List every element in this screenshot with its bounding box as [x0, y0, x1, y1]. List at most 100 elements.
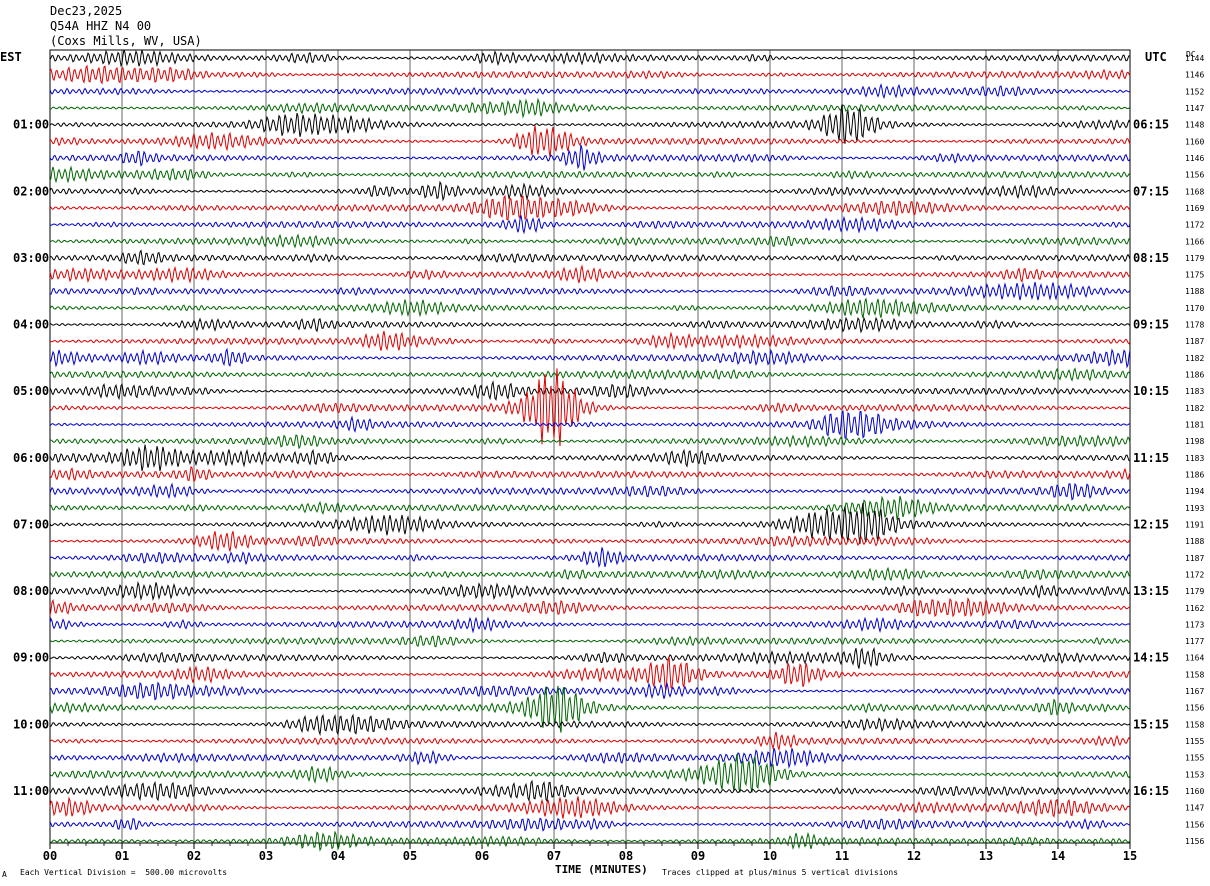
seismic-trace [49, 754, 1131, 793]
left-hour-label: 08:00 [13, 584, 49, 598]
seismic-trace [49, 566, 1131, 582]
dc-offset-label: 1147 [1185, 104, 1204, 113]
x-tick-label: 04 [331, 849, 345, 863]
dc-offset-label: 1155 [1185, 754, 1204, 763]
seismic-trace [49, 547, 1131, 568]
seismic-trace [49, 796, 1131, 819]
dc-offset-label: 1148 [1185, 121, 1204, 130]
seismic-trace [49, 180, 1131, 202]
right-hour-label: 08:15 [1133, 251, 1169, 265]
seismic-trace [49, 64, 1131, 85]
x-axis-title: TIME (MINUTES) [555, 863, 648, 876]
dc-offset-label: 1147 [1185, 804, 1204, 813]
x-tick-label: 01 [115, 849, 129, 863]
seismic-trace [49, 830, 1131, 852]
dc-offset-label: 1156 [1185, 820, 1204, 829]
dc-offset-label: 1198 [1185, 437, 1204, 446]
seismic-trace [49, 444, 1131, 472]
seismic-trace [49, 495, 1131, 521]
seismic-trace [49, 104, 1131, 144]
header-location: (Coxs Mills, WV, USA) [50, 34, 202, 48]
seismic-trace [49, 97, 1131, 119]
dc-offset-label: 1182 [1185, 404, 1204, 413]
dc-offset-label: 1164 [1185, 654, 1204, 663]
dc-offset-label: 1191 [1185, 520, 1204, 529]
seismic-trace [49, 616, 1131, 634]
seismic-trace [49, 779, 1131, 803]
clip-note: Traces clipped at plus/minus 5 vertical … [662, 868, 899, 877]
seismic-trace [49, 380, 1131, 401]
dc-offset-label: 1179 [1185, 587, 1204, 596]
dc-offset-label: 1172 [1185, 570, 1204, 579]
x-tick-label: 11 [835, 849, 849, 863]
right-hour-label: 14:15 [1133, 651, 1169, 665]
right-hour-label: 07:15 [1133, 184, 1169, 198]
right-hour-label: 16:15 [1133, 784, 1169, 798]
dc-offset-label: 1181 [1185, 421, 1204, 430]
seismic-trace [49, 409, 1131, 439]
x-tick-label: 08 [619, 849, 633, 863]
dc-offset-label: 1160 [1185, 137, 1204, 146]
left-hour-label: 04:00 [13, 318, 49, 332]
dc-offset-label: 1158 [1185, 670, 1204, 679]
dc-offset-label: 1168 [1185, 187, 1204, 196]
dc-offset-label: 1166 [1185, 237, 1204, 246]
dc-offset-label: 1179 [1185, 254, 1204, 263]
seismic-trace [49, 316, 1131, 334]
dc-offset-label: 1153 [1185, 770, 1204, 779]
seismic-trace [49, 434, 1131, 450]
dc-offset-label: 1183 [1185, 454, 1204, 463]
x-tick-label: 02 [187, 849, 201, 863]
seismic-trace [49, 144, 1131, 171]
right-hour-label: 06:15 [1133, 118, 1169, 132]
dc-offset-label: 1146 [1185, 154, 1204, 163]
dc-offset-label: 1169 [1185, 204, 1204, 213]
dc-offset-label: 1173 [1185, 620, 1204, 629]
seismic-trace [49, 347, 1131, 369]
seismic-trace [49, 165, 1131, 184]
seismic-trace [49, 713, 1131, 737]
seismic-trace [49, 466, 1131, 483]
seismic-trace [49, 482, 1131, 501]
scale-note: Each Vertical Division = 500.00 microvol… [20, 868, 228, 877]
left-timezone-label: EST [0, 50, 22, 64]
seismic-trace [49, 656, 1131, 691]
x-tick-label: 07 [547, 849, 561, 863]
left-hour-label: 01:00 [13, 118, 49, 132]
seismic-trace [49, 264, 1131, 284]
dc-offset-label: 1158 [1185, 720, 1204, 729]
seismic-trace [49, 681, 1131, 701]
dc-offset-label: 1167 [1185, 687, 1204, 696]
x-tick-label: 15 [1123, 849, 1137, 863]
dc-offset-label: 1156 [1185, 837, 1204, 846]
dc-offset-label: 1188 [1185, 537, 1204, 546]
x-tick-label: 05 [403, 849, 417, 863]
seismic-trace [49, 817, 1131, 832]
right-hour-label: 11:15 [1133, 451, 1169, 465]
dc-offset-label: 1152 [1185, 87, 1204, 96]
seismic-trace [49, 298, 1131, 319]
seismic-trace [49, 580, 1131, 601]
dc-offset-label: 1188 [1185, 287, 1204, 296]
dc-offset-label: 1146 [1185, 71, 1204, 80]
corner-mark: A [2, 870, 7, 879]
right-hour-label: 09:15 [1133, 318, 1169, 332]
left-hour-label: 03:00 [13, 251, 49, 265]
dc-offset-label: 1162 [1185, 604, 1204, 613]
x-tick-label: 00 [43, 849, 57, 863]
seismic-trace [49, 731, 1131, 752]
dc-offset-label: 1175 [1185, 271, 1204, 280]
seismic-trace [49, 83, 1131, 100]
seismic-trace [49, 194, 1131, 221]
right-hour-label: 10:15 [1133, 384, 1169, 398]
header-date: Dec23,2025 [50, 4, 123, 18]
x-tick-label: 14 [1051, 849, 1065, 863]
x-tick-label: 09 [691, 849, 705, 863]
right-hour-label: 15:15 [1133, 717, 1169, 731]
dc-offset-label: 1186 [1185, 371, 1204, 380]
dc-offset-label: 1187 [1185, 337, 1204, 346]
left-hour-label: 10:00 [13, 717, 49, 731]
dc-offset-label: 1144 [1185, 54, 1204, 63]
dc-offset-label: 1170 [1185, 304, 1204, 313]
